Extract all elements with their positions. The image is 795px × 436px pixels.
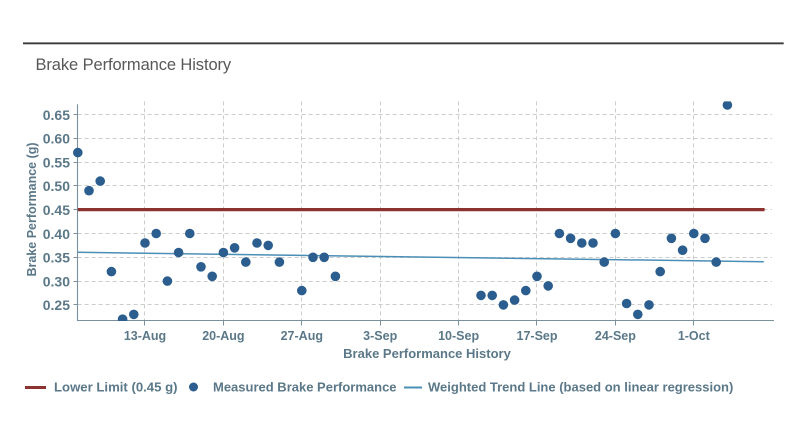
svg-text:0.55: 0.55 xyxy=(43,154,70,170)
svg-text:24-Sep: 24-Sep xyxy=(595,329,636,343)
svg-text:0.60: 0.60 xyxy=(43,131,70,147)
svg-text:0.40: 0.40 xyxy=(43,226,70,242)
svg-text:10-Sep: 10-Sep xyxy=(438,329,479,343)
svg-text:Brake Performance (g): Brake Performance (g) xyxy=(25,142,39,276)
svg-text:13-Aug: 13-Aug xyxy=(124,329,166,343)
svg-text:Lower Limit (0.45 g): Lower Limit (0.45 g) xyxy=(54,380,178,395)
svg-text:1-Oct: 1-Oct xyxy=(678,329,711,343)
svg-text:0.30: 0.30 xyxy=(43,273,70,289)
svg-text:27-Aug: 27-Aug xyxy=(281,329,323,343)
svg-text:Weighted Trend Line (based on: Weighted Trend Line (based on linear reg… xyxy=(428,380,733,395)
svg-text:0.50: 0.50 xyxy=(43,178,70,194)
svg-text:0.45: 0.45 xyxy=(43,202,70,218)
svg-text:17-Sep: 17-Sep xyxy=(517,329,558,343)
svg-text:Brake Performance History: Brake Performance History xyxy=(343,346,511,361)
svg-text:0.35: 0.35 xyxy=(43,250,70,266)
svg-text:Measured Brake Performance: Measured Brake Performance xyxy=(213,380,397,395)
svg-text:0.65: 0.65 xyxy=(43,107,70,123)
svg-text:0.25: 0.25 xyxy=(43,297,70,313)
svg-text:3-Sep: 3-Sep xyxy=(363,329,397,343)
svg-text:Brake Performance History: Brake Performance History xyxy=(36,56,232,74)
svg-text:20-Aug: 20-Aug xyxy=(202,329,244,343)
